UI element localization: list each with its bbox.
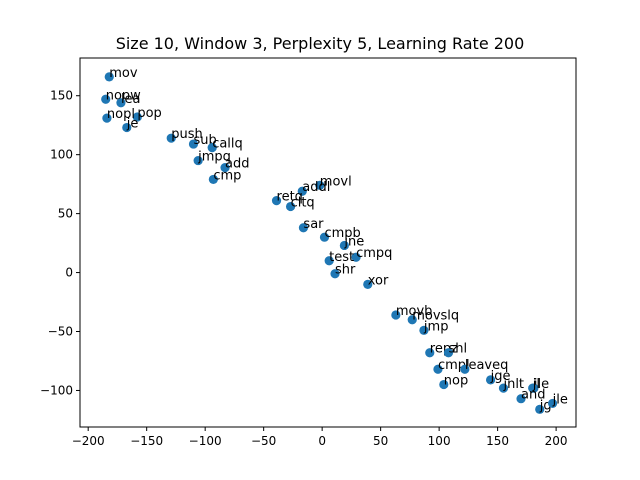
point-label: shl <box>448 342 467 357</box>
x-tick-label: 100 <box>428 434 451 448</box>
x-tick-label: −150 <box>130 434 163 448</box>
point-label: xor <box>368 273 389 288</box>
point-label: pop <box>137 106 161 121</box>
y-tick-label: −100 <box>40 383 73 397</box>
x-tick-label: 0 <box>318 434 326 448</box>
x-tick-label: −50 <box>251 434 276 448</box>
point-label: and <box>521 388 545 403</box>
y-tick-label: 50 <box>58 207 73 221</box>
point-label: cmp <box>213 168 241 183</box>
point-label: jmp <box>423 319 449 334</box>
y-tick-label: 100 <box>50 148 73 162</box>
point-label: mov <box>109 66 138 81</box>
point-label: je <box>126 117 139 132</box>
y-tick-label: 150 <box>50 89 73 103</box>
y-tick-label: 0 <box>65 266 73 280</box>
point-label: jle <box>552 392 568 407</box>
point-label: addl <box>302 180 330 195</box>
point-label: lea <box>121 92 141 107</box>
x-tick-label: 200 <box>545 434 568 448</box>
chart-title: Size 10, Window 3, Perplexity 5, Learnin… <box>116 34 525 53</box>
point-label: nop <box>444 374 468 389</box>
x-tick-label: −100 <box>189 434 222 448</box>
point-label: cmpq <box>356 246 392 261</box>
point-label: shr <box>335 263 356 278</box>
x-tick-label: −200 <box>72 434 105 448</box>
y-tick-label: −50 <box>48 325 73 339</box>
point-label: cltq <box>291 196 315 211</box>
x-tick-label: 150 <box>486 434 509 448</box>
point-label: sar <box>303 217 324 232</box>
x-tick-label: 50 <box>373 434 388 448</box>
